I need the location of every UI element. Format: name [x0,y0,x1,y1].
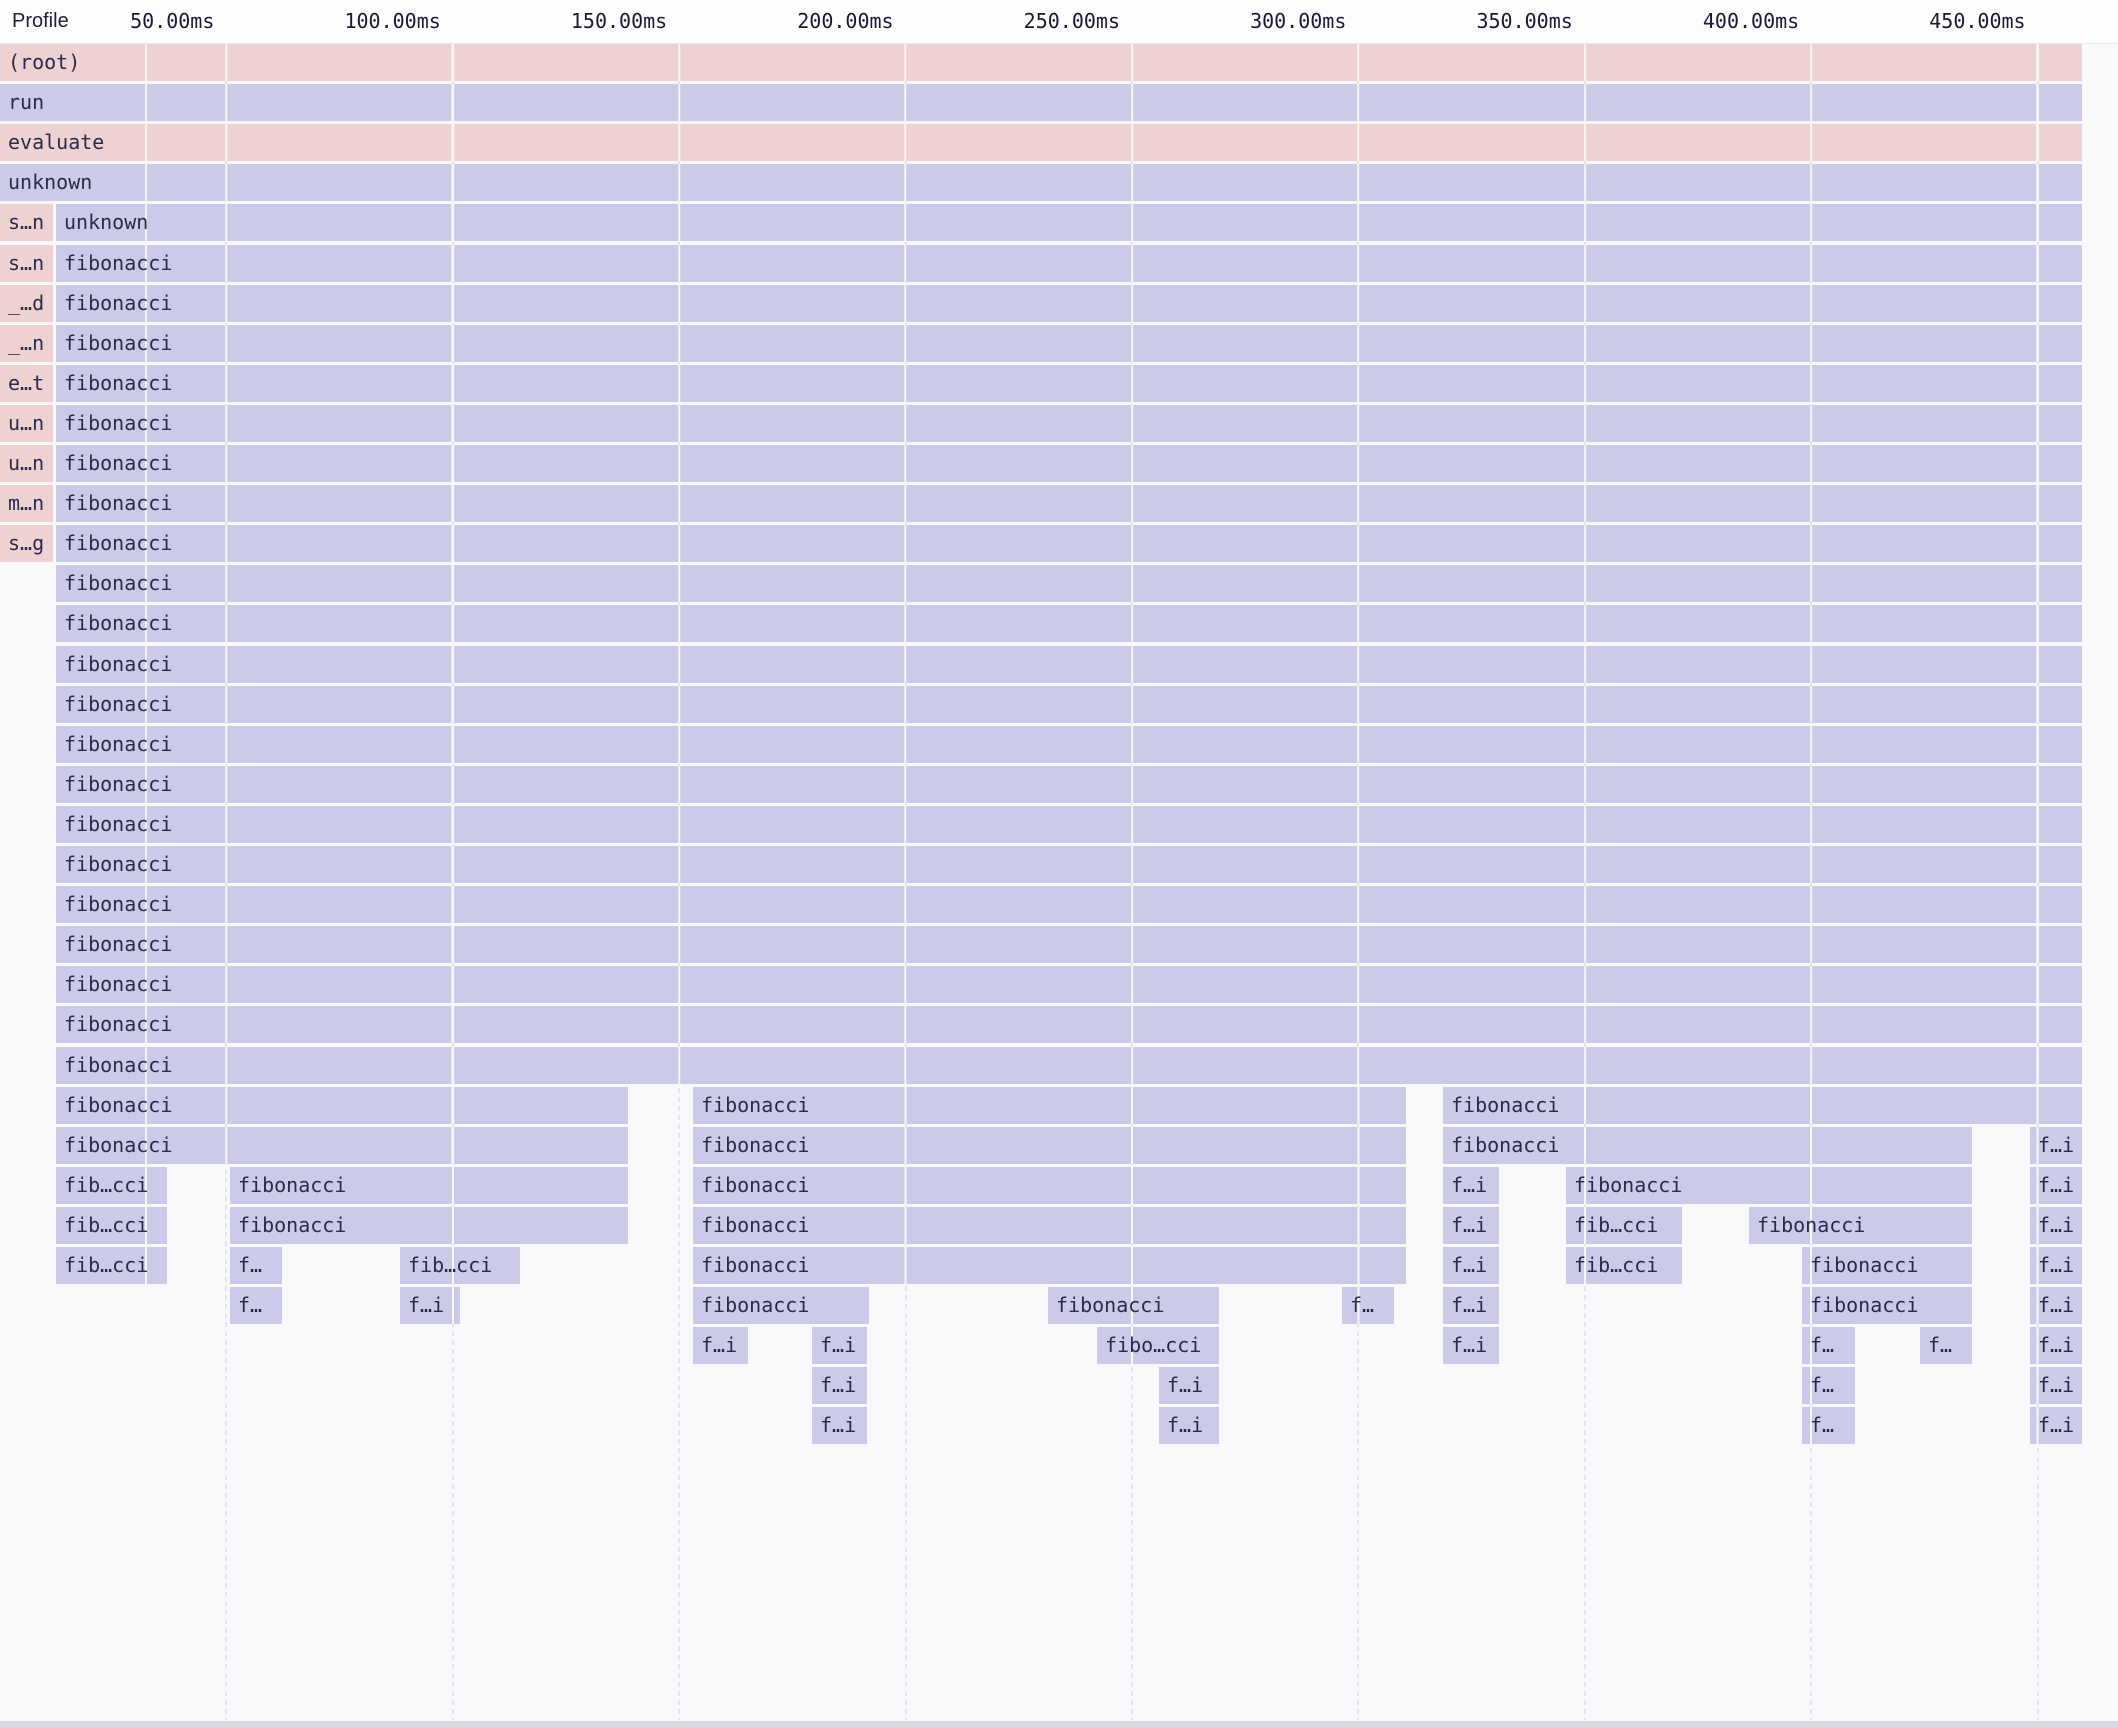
flame-frame[interactable]: fibonacci [56,1006,2082,1043]
flame-frame[interactable]: f…i [812,1367,867,1404]
flame-frame[interactable]: f…i [812,1407,867,1444]
ruler-tick-label: 150.00ms [570,9,668,33]
flame-frame[interactable]: s…g [0,525,53,562]
profile-title: Profile [12,10,69,32]
flame-frame[interactable]: fibonacci [1566,1167,1972,1204]
flame-frame[interactable]: e…t [0,365,53,402]
flame-frame[interactable]: f…i [1443,1287,1499,1324]
flame-frame[interactable]: _…n [0,325,53,362]
flame-frame[interactable]: fibonacci [56,285,2082,322]
flame-frame[interactable]: fibonacci [56,485,2082,522]
flame-frame[interactable]: fibonacci [56,1127,628,1164]
ruler-tick-label: 400.00ms [1702,9,1800,33]
ruler-tick-label: 100.00ms [344,9,441,33]
flame-frame[interactable]: f…i [812,1327,867,1364]
flame-frame[interactable]: fibonacci [230,1207,628,1244]
flame-frame[interactable]: fibonacci [1802,1287,1972,1324]
flame-frame[interactable]: f…i [1443,1167,1499,1204]
horizontal-scrollbar-track[interactable] [0,1721,2118,1728]
flame-frame[interactable]: evaluate [0,124,2082,161]
flame-frame[interactable]: fib…cci [400,1247,520,1284]
flame-frame[interactable]: f…i [400,1287,460,1324]
flame-frame[interactable]: fibonacci [56,325,2082,362]
ruler-tick-label: 300.00ms [1250,9,1347,33]
flame-frame[interactable]: f…i [2030,1167,2082,1204]
flame-frame[interactable]: f… [230,1287,282,1324]
flame-frame[interactable]: fibonacci [56,966,2082,1003]
flame-frame[interactable]: s…n [0,204,53,241]
flame-frame[interactable]: fibonacci [56,565,2082,602]
flame-frame[interactable]: f…i [2030,1327,2082,1364]
flame-frame[interactable]: m…n [0,485,53,522]
flame-frame[interactable]: fibonacci [1802,1247,1972,1284]
flame-frame[interactable]: fibonacci [693,1247,1406,1284]
ruler-tick-label: 50.00ms [130,9,215,33]
flame-frame[interactable]: fib…cci [56,1207,167,1244]
flame-frame[interactable]: fibonacci [1443,1127,1972,1164]
flame-frame[interactable]: f…i [2030,1287,2082,1324]
flame-frame[interactable]: fibonacci [693,1127,1406,1164]
flame-frame[interactable]: unknown [0,164,2082,201]
flame-frame[interactable]: fibonacci [1749,1207,1972,1244]
flame-frame[interactable]: _…d [0,285,53,322]
flame-frame[interactable]: fibonacci [56,926,2082,963]
flame-frame[interactable]: fibonacci [56,605,2082,642]
ruler-tick-label: 450.00ms [1929,9,2026,33]
flame-frame[interactable]: fibonacci [56,886,2082,923]
flame-frame[interactable]: f…i [1443,1247,1499,1284]
flame-frame[interactable]: fib…cci [1566,1207,1682,1244]
flame-frame[interactable]: unknown [56,204,2082,241]
flame-frame[interactable]: f…i [1159,1367,1219,1404]
flame-frame[interactable]: fibonacci [56,405,2082,442]
flame-frame[interactable]: fibonacci [56,686,2082,723]
flame-frame[interactable]: fibonacci [56,1087,628,1124]
flame-frame[interactable]: run [0,84,2082,121]
flame-frame[interactable]: f…i [1443,1207,1499,1244]
flame-frame[interactable]: fibonacci [693,1287,869,1324]
flame-frame[interactable]: f…i [2030,1247,2082,1284]
flame-frame[interactable]: fibonacci [1048,1287,1219,1324]
flame-frame[interactable]: f…i [2030,1207,2082,1244]
flame-frame[interactable]: f…i [693,1327,748,1364]
flame-frame[interactable]: fibonacci [56,525,2082,562]
flame-frame[interactable]: fibonacci [56,646,2082,683]
flame-frame[interactable]: fibonacci [56,806,2082,843]
flame-frame[interactable]: u…n [0,405,53,442]
flame-frame[interactable]: fibonacci [56,766,2082,803]
ruler-tick-label: 250.00ms [1023,9,1120,33]
flame-frame[interactable]: f…i [1159,1407,1219,1444]
flame-frame[interactable]: f… [1342,1287,1394,1324]
flame-frame[interactable]: f…i [1443,1327,1499,1364]
flame-frame[interactable]: f… [1802,1327,1855,1364]
flame-frame[interactable]: fib…cci [56,1167,167,1204]
flame-frame[interactable]: f…i [2030,1367,2082,1404]
ruler-tick-label: 350.00ms [1476,9,1573,33]
flame-frame[interactable]: fibonacci [56,846,2082,883]
flame-frame[interactable]: fib…cci [1566,1247,1682,1284]
flame-frame[interactable]: f… [1920,1327,1972,1364]
flame-frame[interactable]: fibonacci [693,1207,1406,1244]
flame-frame[interactable]: f…i [2030,1407,2082,1444]
flame-frame[interactable]: f… [230,1247,282,1284]
flame-frame[interactable]: fibonacci [56,445,2082,482]
flame-frame[interactable]: fibonacci [230,1167,628,1204]
flame-frame[interactable]: u…n [0,445,53,482]
flame-frame[interactable]: f… [1802,1407,1855,1444]
flame-frame[interactable]: fibonacci [56,726,2082,763]
flame-frame[interactable]: fibonacci [693,1167,1406,1204]
flame-frame[interactable]: fib…cci [56,1247,167,1284]
flame-frame[interactable]: f…i [2030,1127,2082,1164]
flame-frame[interactable]: fibo…cci [1097,1327,1219,1364]
flame-frame[interactable]: s…n [0,245,53,282]
flame-frame[interactable]: (root) [0,44,2082,81]
flame-frame[interactable]: fibonacci [56,365,2082,402]
flame-frame[interactable]: fibonacci [56,1047,2082,1084]
flame-frame[interactable]: fibonacci [56,245,2082,282]
ruler-tick-label: 200.00ms [797,9,894,33]
flame-frame[interactable]: f… [1802,1367,1855,1404]
time-ruler: Profile 50.00ms 100.00ms 150.00ms 200.00ms 2… [0,0,2118,44]
flame-frame[interactable]: fibonacci [1443,1087,2082,1124]
flame-frame[interactable]: fibonacci [693,1087,1406,1124]
